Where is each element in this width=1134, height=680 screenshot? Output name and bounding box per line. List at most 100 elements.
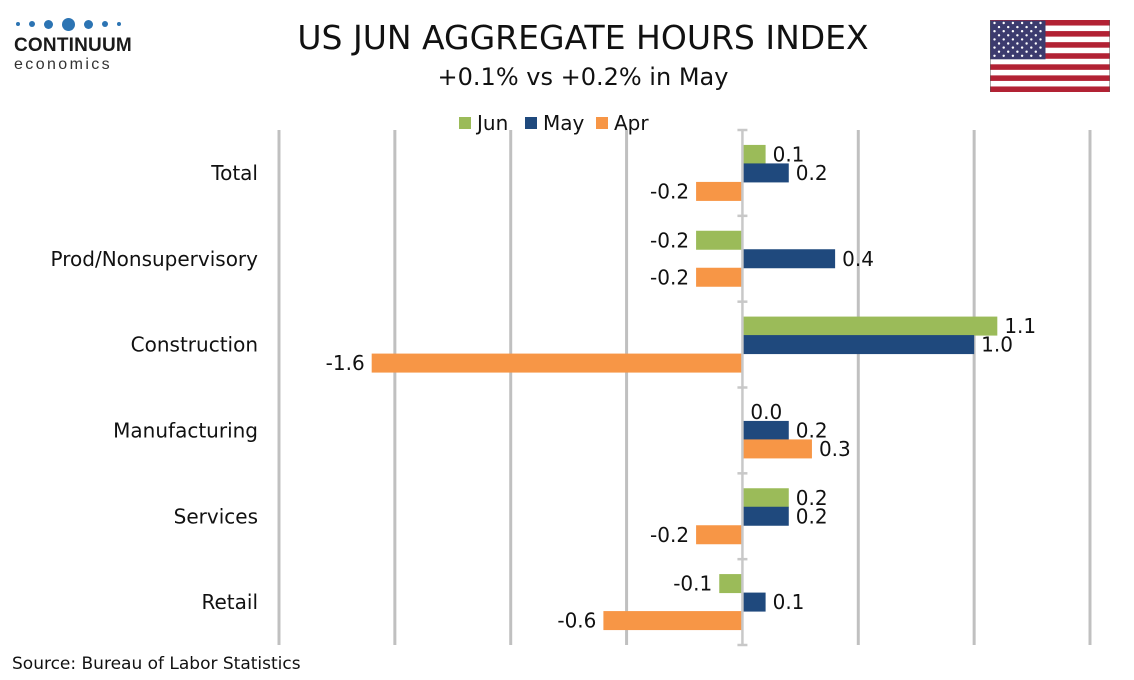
flag-star [1025, 42, 1028, 45]
category-label: Services [174, 504, 258, 528]
data-label: -0.2 [650, 179, 689, 203]
flag-star [1034, 34, 1037, 37]
flag-star [993, 21, 996, 25]
category-label: Manufacturing [113, 418, 258, 442]
flag-star [1002, 46, 1005, 49]
data-label: -0.6 [557, 609, 596, 633]
data-label: 1.0 [981, 333, 1013, 357]
gridlines [277, 130, 1092, 645]
flag-stripe [990, 53, 1110, 59]
bar-jun [696, 230, 743, 250]
bar-apr [696, 181, 743, 201]
data-label: 0.4 [842, 247, 874, 271]
legend: Jun May Apr [459, 111, 649, 135]
data-label: -0.2 [650, 265, 689, 289]
chart-subtitle: +0.1% vs +0.2% in May [437, 63, 729, 91]
flag-star [1039, 54, 1042, 57]
flag-stripe [990, 86, 1110, 92]
logo-dots-icon [16, 14, 144, 34]
flag-star [993, 38, 996, 41]
flag-star [1007, 34, 1010, 37]
data-label: -0.1 [673, 572, 712, 596]
data-label: 0.2 [796, 418, 828, 442]
legend-label: Apr [614, 111, 649, 135]
bar-may [742, 335, 975, 355]
flag-star [1039, 21, 1042, 25]
flag-star [1020, 21, 1024, 25]
flag-star [993, 30, 996, 33]
flag-star [993, 46, 996, 49]
flag-star [1002, 54, 1005, 57]
legend-swatch [596, 117, 608, 129]
bar-jun [742, 488, 789, 508]
source-note: Source: Bureau of Labor Statistics [12, 654, 301, 674]
flag-star [997, 25, 1001, 29]
flag-star [1002, 38, 1005, 41]
us-flag-icon [990, 20, 1110, 92]
continuum-logo: CONTINUUM economics [14, 14, 144, 78]
flag-star [1011, 46, 1015, 49]
bar-jun [742, 144, 766, 164]
flag-star [1011, 21, 1015, 25]
flag-star [1025, 25, 1028, 29]
flag-stripe [990, 75, 1110, 81]
legend-label: May [543, 111, 585, 135]
flag-stripe [990, 42, 1110, 48]
bar-jun [719, 574, 743, 594]
flag-star [1025, 50, 1028, 53]
flag-star [1007, 42, 1010, 45]
flag-star [1030, 38, 1033, 41]
flag-star [1016, 42, 1019, 45]
flag-star [1030, 54, 1033, 57]
data-label: 0.3 [819, 437, 851, 461]
flag-star [1011, 38, 1015, 41]
flag-star [1030, 21, 1033, 25]
flag-star [1020, 38, 1024, 41]
flag-star [997, 42, 1001, 45]
flag-star [1002, 30, 1005, 33]
flag-star [1020, 46, 1024, 49]
zero-axis [737, 128, 748, 647]
category-labels: Total Prod/Nonsupervisory Construction Manu… [51, 161, 259, 614]
bar-may [742, 592, 766, 612]
logo-name: CONTINUUM [14, 35, 132, 56]
flag-star [1016, 34, 1019, 37]
legend-swatch [459, 117, 471, 129]
data-label: 0.2 [796, 504, 828, 528]
data-label: 0.0 [750, 400, 782, 424]
category-label: Prod/Nonsupervisory [51, 247, 259, 271]
legend-swatch [525, 117, 537, 129]
flag-star [1007, 25, 1010, 29]
category-label: Total [210, 161, 258, 185]
flag-star [1034, 25, 1037, 29]
flag-star [1025, 34, 1028, 37]
data-labels: 0.10.2-0.2-0.20.4-0.21.11.0-1.60.00.20.3… [326, 142, 1036, 632]
bar-apr [742, 439, 812, 459]
category-label: Construction [131, 333, 258, 357]
flag-star [1039, 46, 1042, 49]
flag-star [1020, 54, 1024, 57]
bar-apr [696, 267, 743, 287]
flag-star [1030, 30, 1033, 33]
bar-may [742, 249, 836, 269]
data-label: 0.2 [796, 161, 828, 185]
chart-title: US JUN AGGREGATE HOURS INDEX [297, 18, 869, 57]
bar-apr [603, 611, 743, 631]
flag-stripe [990, 64, 1110, 70]
data-label: 0.1 [773, 142, 805, 166]
flag-star [1007, 50, 1010, 53]
bar-apr [696, 525, 743, 545]
flag-star [1039, 30, 1042, 33]
flag-star [1039, 38, 1042, 41]
flag-star [993, 54, 996, 57]
logo-subtext: economics [14, 56, 113, 73]
flag-star [1034, 42, 1037, 45]
flag-star [1011, 54, 1015, 57]
data-label: 0.2 [796, 486, 828, 510]
data-label: -0.2 [650, 523, 689, 547]
flag-stripe [990, 31, 1110, 37]
data-label: -0.2 [650, 228, 689, 252]
bar-may [742, 420, 789, 440]
bar-jun [742, 316, 998, 336]
